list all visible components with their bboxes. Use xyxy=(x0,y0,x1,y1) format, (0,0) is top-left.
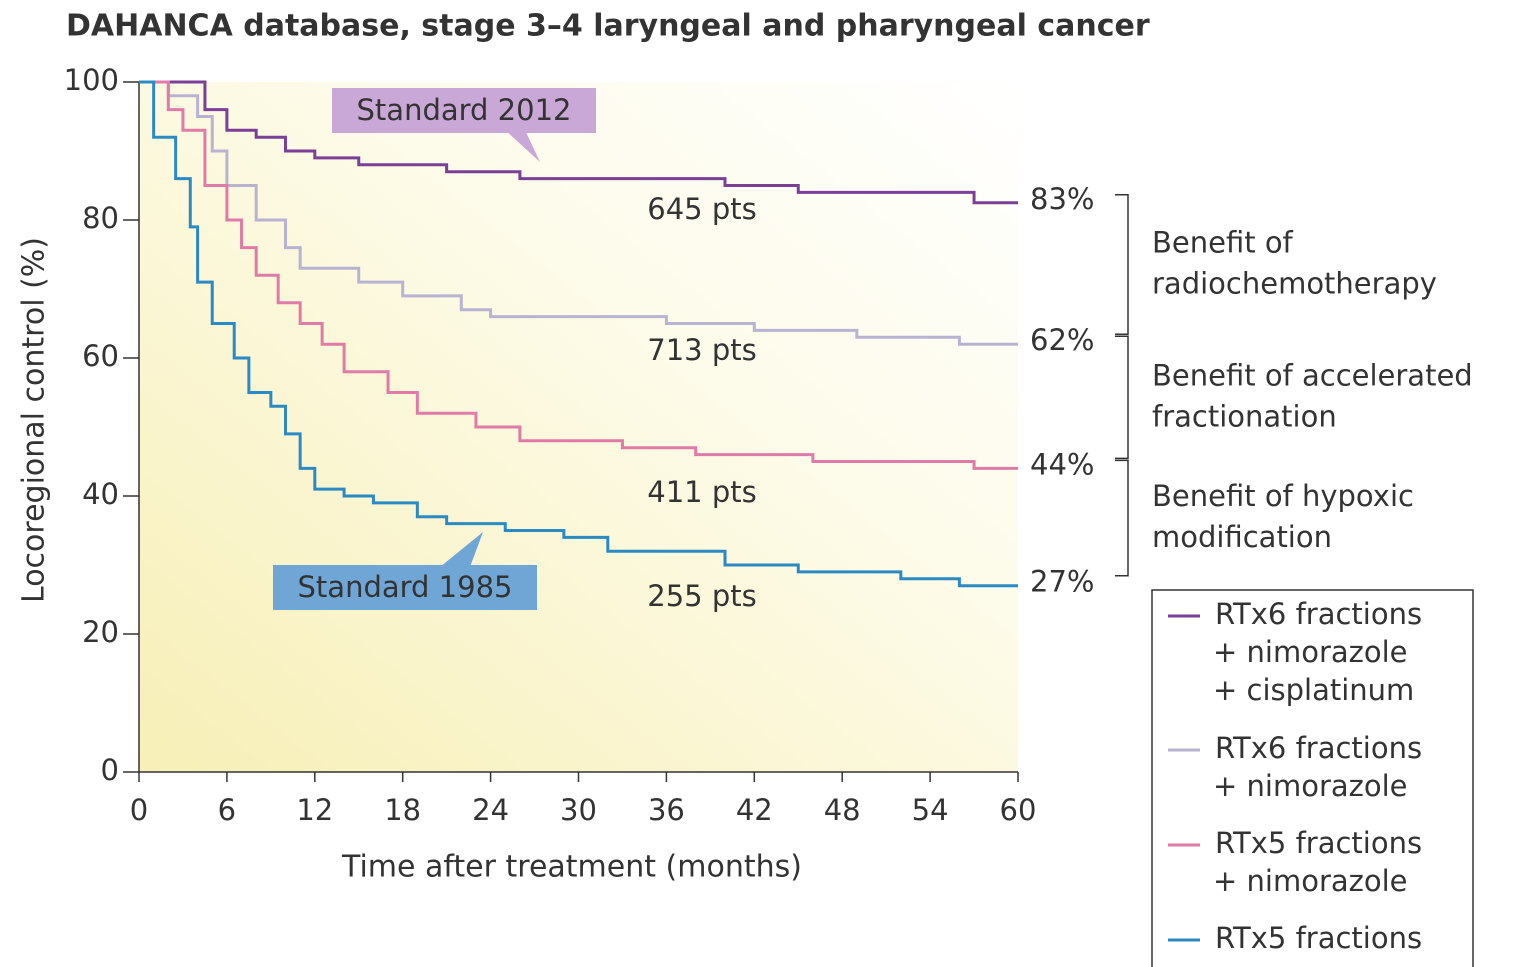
x-tick-label: 42 xyxy=(736,793,773,827)
x-tick-label: 60 xyxy=(1000,793,1037,827)
y-axis-label: Locoregional control (%) xyxy=(17,237,52,603)
x-tick-label: 12 xyxy=(296,793,333,827)
y-tick-label: 0 xyxy=(101,753,119,787)
end-label: 27% xyxy=(1030,565,1094,599)
bracket xyxy=(1115,459,1129,577)
legend-label: RTx6 fractions xyxy=(1215,731,1422,765)
series-line xyxy=(139,80,1018,205)
x-tick-label: 18 xyxy=(384,793,421,827)
bracket xyxy=(1115,335,1129,460)
x-tick-label: 30 xyxy=(560,793,597,827)
count-label: 255 pts xyxy=(647,579,756,613)
bracket-label: Benefit of accelerated xyxy=(1152,358,1473,392)
x-tick-label: 0 xyxy=(130,793,148,827)
y-tick-label: 100 xyxy=(64,63,119,97)
y-tick-label: 20 xyxy=(82,615,119,649)
bracket-label: fractionation xyxy=(1152,399,1337,433)
end-label: 44% xyxy=(1030,447,1094,481)
bracket-label: modification xyxy=(1152,520,1332,554)
plot-area xyxy=(139,82,1018,772)
callout-box xyxy=(332,88,596,133)
chart-title: DAHANCA database, stage 3–4 laryngeal an… xyxy=(66,9,1150,44)
y-tick-label: 60 xyxy=(82,339,119,373)
bracket-label: radiochemotherapy xyxy=(1152,266,1437,300)
legend-label: RTx5 fractions xyxy=(1215,921,1422,955)
x-tick-label: 48 xyxy=(824,793,861,827)
y-tick-label: 40 xyxy=(82,477,119,511)
x-axis-label: Time after treatment (months) xyxy=(341,850,802,885)
legend-label: + nimorazole xyxy=(1213,635,1408,669)
count-label: 411 pts xyxy=(647,475,756,509)
series-line xyxy=(139,80,1018,588)
end-label: 62% xyxy=(1030,323,1094,357)
legend-label: + nimorazole xyxy=(1213,864,1408,898)
series-line xyxy=(139,80,1018,470)
x-tick-label: 6 xyxy=(218,793,236,827)
count-label: 645 pts xyxy=(647,192,756,226)
legend-label: RTx6 fractions xyxy=(1215,597,1422,631)
end-label: 83% xyxy=(1030,182,1094,216)
x-tick-label: 54 xyxy=(912,793,949,827)
series-line xyxy=(139,80,1018,346)
x-tick-label: 36 xyxy=(648,793,685,827)
callout-label: Standard 1985 xyxy=(298,570,513,604)
x-tick-label: 24 xyxy=(472,793,509,827)
count-label: 713 pts xyxy=(647,333,756,367)
legend-box xyxy=(1151,589,1474,967)
bracket-label: Benefit of xyxy=(1152,225,1294,259)
bracket xyxy=(1115,194,1129,335)
y-tick-label: 80 xyxy=(82,201,119,235)
legend-label: + nimorazole xyxy=(1213,769,1408,803)
callout-box xyxy=(273,565,537,610)
bracket-label: Benefit of hypoxic xyxy=(1152,479,1414,513)
legend-label: RTx5 fractions xyxy=(1215,826,1422,860)
callout-pointer xyxy=(440,532,483,567)
callout-pointer xyxy=(505,130,540,162)
legend-label: + cisplatinum xyxy=(1213,673,1414,707)
callout-label: Standard 2012 xyxy=(357,93,572,127)
